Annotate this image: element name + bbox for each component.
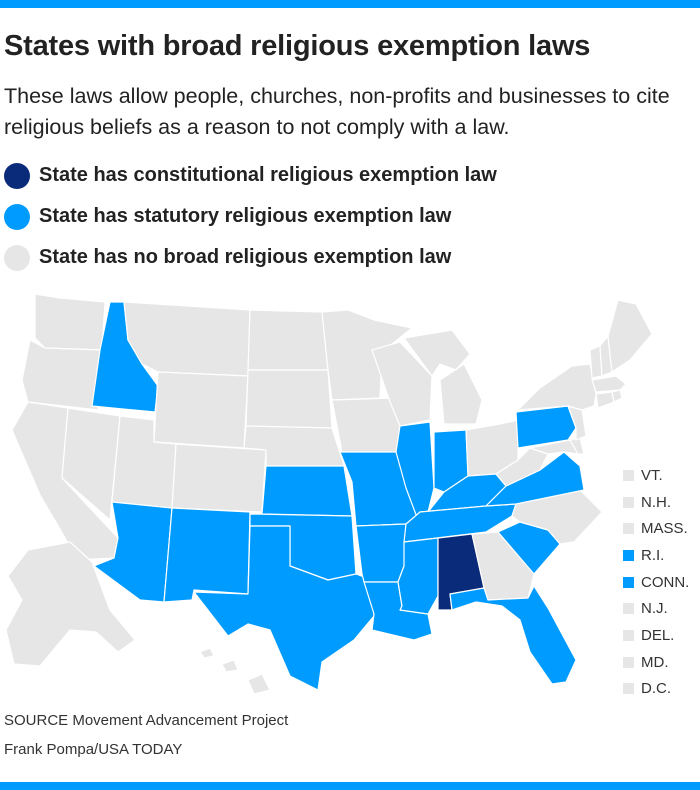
small-state-vt: VT.: [623, 462, 689, 489]
credit-note: Frank Pompa/USA TODAY: [4, 741, 183, 758]
legend-item-statutory: State has statutory religious exemption …: [4, 196, 497, 237]
state-WA: [34, 293, 106, 351]
legend-label-statutory: State has statutory religious exemption …: [39, 205, 452, 227]
legend-label-constitutional: State has constitutional religious exemp…: [39, 164, 497, 186]
state-ME: [607, 299, 653, 373]
top-accent-bar: [0, 0, 700, 8]
state-KS: [261, 465, 353, 517]
state-CT: [595, 391, 615, 409]
small-state-label: MASS.: [641, 520, 688, 538]
state-WY: [153, 371, 249, 449]
small-state-swatch: [623, 523, 634, 535]
small-state-label: MD.: [641, 653, 669, 671]
legend-label-none: State has no broad religious exemption l…: [39, 246, 452, 268]
small-state-swatch: [623, 549, 634, 561]
small-state-label: N.H.: [641, 493, 671, 511]
map-title: States with broad religious exemption la…: [4, 30, 591, 62]
small-state-swatch: [623, 576, 634, 588]
small-state-nj: N.J.: [623, 595, 689, 622]
state-HI: [199, 647, 271, 695]
small-state-dc: D.C.: [623, 676, 689, 703]
state-AR: [355, 523, 407, 583]
legend-swatch-none: [4, 244, 30, 271]
small-state-label: VT.: [641, 466, 663, 484]
small-state-swatch: [623, 656, 634, 668]
state-NV: [61, 407, 121, 521]
small-state-label: DEL.: [641, 626, 675, 644]
small-state-swatch: [623, 496, 634, 508]
state-CO: [171, 443, 267, 513]
state-AK: [5, 541, 136, 667]
small-state-swatch: [623, 603, 634, 615]
small-state-del: DEL.: [623, 622, 689, 649]
small-state-label: N.J.: [641, 600, 668, 618]
state-NY: [517, 363, 597, 411]
state-MA: [591, 375, 627, 393]
state-MT: [123, 301, 251, 377]
source-note: SOURCE Movement Advancement Project: [4, 712, 289, 729]
small-state-mass: MASS.: [623, 515, 689, 542]
legend-item-constitutional: State has constitutional religious exemp…: [4, 155, 497, 196]
state-NM: [163, 507, 251, 603]
small-state-label: D.C.: [641, 680, 671, 698]
state-WI: [371, 341, 433, 427]
map-subtitle: These laws allow people, churches, non-p…: [4, 84, 670, 139]
state-SD: [245, 369, 333, 429]
state-FL: [449, 585, 577, 685]
small-state-label: R.I.: [641, 546, 665, 564]
small-state-label: CONN.: [641, 573, 690, 591]
small-state-swatch: [623, 683, 634, 695]
bottom-accent-bar: [0, 782, 700, 790]
state-TX: [193, 525, 375, 691]
legend-item-none: State has no broad religious exemption l…: [4, 237, 497, 278]
small-state-nh: N.H.: [623, 489, 689, 516]
state-RI: [611, 389, 623, 403]
legend: State has constitutional religious exemp…: [4, 155, 497, 278]
legend-swatch-statutory: [4, 203, 30, 230]
small-state-swatch: [623, 629, 634, 641]
us-states-map: [5, 293, 653, 695]
legend-swatch-constitutional: [4, 162, 30, 189]
state-NC: [511, 489, 603, 545]
small-state-conn: CONN.: [623, 569, 689, 596]
state-ND: [247, 309, 329, 371]
small-state-md: MD.: [623, 649, 689, 676]
small-states-key: VT. N.H. MASS. R.I. CONN. N.J. DEL. MD. …: [623, 462, 689, 702]
small-state-ri: R.I.: [623, 542, 689, 569]
small-state-swatch: [623, 469, 634, 481]
state-MI: [403, 329, 483, 425]
state-OR: [21, 339, 103, 411]
state-MS: [397, 537, 439, 615]
